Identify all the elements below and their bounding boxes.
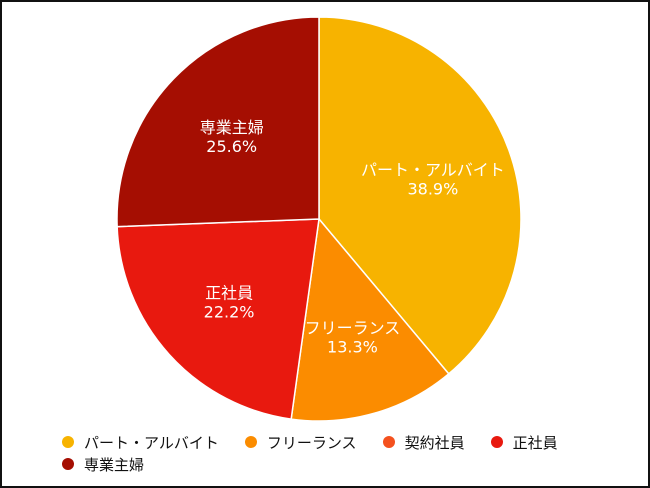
slice-value-label: 38.9% — [407, 180, 458, 199]
pie-slice-3 — [116, 218, 320, 420]
pie-slice-1 — [290, 217, 450, 422]
slice-category-label: フリーランス — [305, 318, 401, 337]
legend-item-3: 正社員 — [490, 432, 558, 452]
legend: パート・アルバイト フリーランス 契約社員 正社員専業主婦 — [62, 432, 622, 474]
legend-label: 専業主婦 — [84, 455, 145, 474]
pie-slice-4 — [116, 16, 320, 228]
slice-category-label: 正社員 — [205, 283, 253, 302]
legend-label: フリーランス — [266, 433, 357, 452]
slice-value-label: 13.3% — [327, 337, 378, 356]
legend-item-0: パート・アルバイト — [62, 432, 219, 452]
legend-label: パート・アルバイト — [84, 433, 219, 452]
legend-swatch — [490, 436, 503, 448]
legend-item-2: 契約社員 — [382, 432, 465, 452]
legend-label: 契約社員 — [404, 433, 465, 452]
legend-swatch — [382, 436, 395, 448]
legend-item-4: 専業主婦 — [62, 454, 144, 474]
slice-value-label: 22.2% — [204, 302, 255, 321]
slice-category-label: パート・アルバイト — [361, 161, 505, 180]
legend-item-1: フリーランス — [244, 432, 357, 452]
pie-slice-0 — [318, 16, 522, 375]
legend-swatch — [244, 436, 257, 448]
legend-label: 正社員 — [512, 433, 558, 452]
slice-value-label: 25.6% — [206, 137, 257, 156]
legend-swatch — [62, 458, 74, 470]
slice-category-label: 専業主婦 — [200, 118, 264, 137]
legend-swatch — [62, 436, 74, 448]
